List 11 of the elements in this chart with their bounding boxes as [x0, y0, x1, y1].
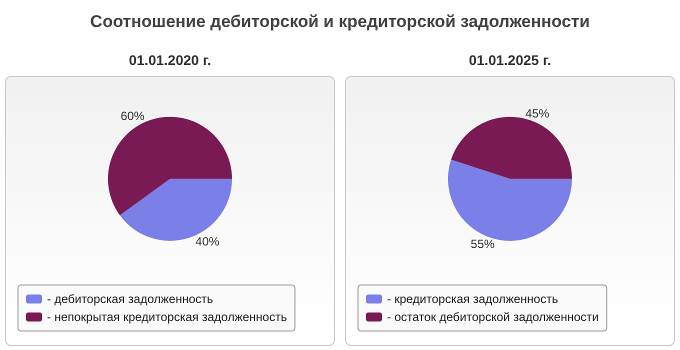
legend-label: - кредиторская задолженность [387, 292, 558, 306]
legend-label: - непокрытая кредиторская задолженность [47, 310, 287, 324]
data-label: 40% [195, 234, 220, 249]
data-label: 60% [120, 109, 145, 124]
data-label: 55% [470, 237, 495, 252]
text: Соотношение дебиторской и кредиторской задолженности [89, 12, 591, 32]
chart-subtitle: 01.01.2020 г. [128, 52, 212, 68]
legend-label: - остаток дебиторской задолженности [387, 310, 599, 324]
chart-subtitle: 01.01.2025 г. [468, 52, 552, 68]
data-label: 45% [525, 106, 550, 121]
legend-label: - дебиторская задолженность [47, 292, 214, 306]
